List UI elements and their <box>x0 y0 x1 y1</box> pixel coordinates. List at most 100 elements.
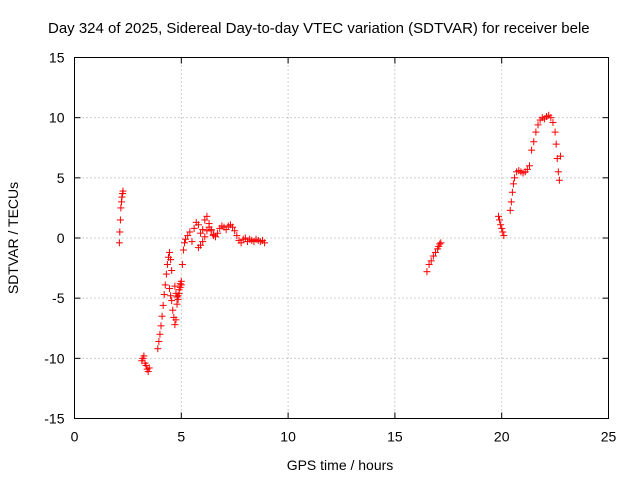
data-point <box>182 235 190 243</box>
data-point <box>175 289 183 297</box>
data-point <box>117 204 125 212</box>
plot-frame <box>74 57 609 419</box>
y-tick-label: -5 <box>52 290 65 306</box>
data-point <box>184 232 192 240</box>
data-point <box>116 216 124 224</box>
grid-layer <box>74 57 609 419</box>
data-point <box>551 128 559 136</box>
data-point <box>194 221 202 229</box>
data-point <box>427 257 435 265</box>
data-point <box>528 146 536 154</box>
data-point <box>506 206 514 214</box>
data-point <box>229 223 237 231</box>
data-point <box>499 228 507 236</box>
data-point <box>172 316 180 324</box>
data-point <box>171 282 179 290</box>
data-point <box>156 330 164 338</box>
chart-title: Day 324 of 2025, Sidereal Day-to-day VTE… <box>48 20 590 37</box>
data-point <box>214 229 222 237</box>
data-point <box>167 256 175 264</box>
data-point <box>145 364 153 372</box>
y-tick-label: -10 <box>44 350 64 366</box>
data-point <box>188 238 196 246</box>
x-tick-label: 25 <box>601 429 617 445</box>
data-point <box>197 241 205 249</box>
data-point <box>115 239 123 247</box>
data-point <box>207 226 215 234</box>
x-tick-label: 0 <box>71 429 79 445</box>
data-point <box>509 180 517 188</box>
data-point <box>116 228 124 236</box>
data-point <box>119 187 127 195</box>
data-point <box>525 162 533 170</box>
data-point <box>201 233 209 241</box>
data-point <box>158 312 166 320</box>
y-axis-label: SDTVAR / TECUs <box>5 182 21 294</box>
data-point <box>496 216 504 224</box>
data-point <box>497 221 505 229</box>
data-point <box>171 321 179 329</box>
data-point <box>167 292 175 300</box>
data-point <box>144 368 152 376</box>
data-point <box>511 174 519 182</box>
x-axis-label: GPS time / hours <box>287 457 394 473</box>
data-point <box>423 268 431 276</box>
data-point <box>222 226 230 234</box>
data-point <box>159 301 167 309</box>
data-point <box>199 226 207 234</box>
data-point <box>201 216 209 224</box>
data-point <box>231 227 239 235</box>
data-point <box>203 212 211 220</box>
data-point <box>179 246 187 254</box>
data-point <box>549 118 557 126</box>
data-point <box>425 260 433 268</box>
data-points <box>115 111 564 376</box>
x-tick-label: 15 <box>387 429 403 445</box>
data-point <box>500 232 508 240</box>
data-point <box>241 234 249 242</box>
data-point <box>534 121 542 129</box>
data-point <box>233 232 241 240</box>
data-point <box>169 306 177 314</box>
data-point <box>166 285 174 293</box>
data-point <box>431 248 439 256</box>
data-point <box>160 291 168 299</box>
data-point <box>178 260 186 268</box>
data-point <box>162 270 170 278</box>
data-point <box>155 337 163 345</box>
data-point <box>197 229 205 237</box>
x-tick-label: 20 <box>494 429 510 445</box>
y-tick-label: 0 <box>57 230 65 246</box>
y-tick-label: 5 <box>57 170 65 186</box>
data-point <box>168 297 176 305</box>
data-point <box>174 295 182 303</box>
x-tick-label: 10 <box>280 429 296 445</box>
data-point <box>173 300 181 308</box>
data-point <box>154 345 162 353</box>
data-point <box>436 240 444 248</box>
tick-layer: 0 5 10 15 20 25 15 10 5 0 -5 -10 -15 <box>44 50 616 445</box>
data-point <box>530 138 538 146</box>
data-point <box>237 239 245 247</box>
y-tick-label: 10 <box>49 110 65 126</box>
x-tick-label: 5 <box>177 429 185 445</box>
data-point <box>176 283 184 291</box>
data-point <box>532 128 540 136</box>
data-point <box>203 227 211 235</box>
data-point <box>166 248 174 256</box>
data-point <box>429 252 437 260</box>
data-point <box>261 239 269 247</box>
y-tick-label: 15 <box>49 50 65 66</box>
data-point <box>140 352 148 360</box>
data-point <box>181 239 189 247</box>
data-point <box>547 114 555 122</box>
data-point <box>211 233 219 241</box>
data-point <box>168 266 176 274</box>
y-tick-label: -15 <box>44 411 64 427</box>
data-point <box>190 224 198 232</box>
data-point <box>507 198 515 206</box>
data-point <box>523 165 531 173</box>
data-point <box>494 212 502 220</box>
data-point <box>157 322 165 330</box>
